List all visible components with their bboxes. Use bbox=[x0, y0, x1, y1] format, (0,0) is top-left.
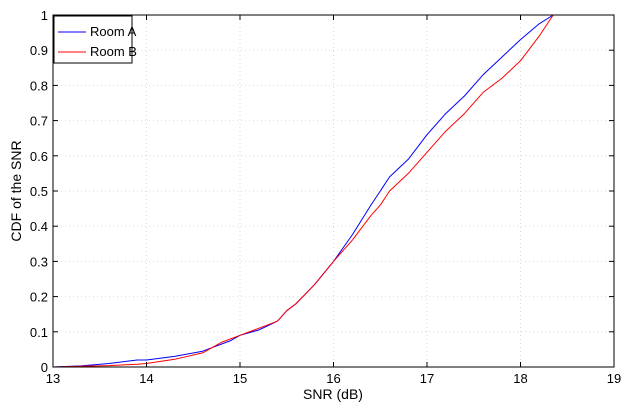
y-tick-label: 0.2 bbox=[30, 290, 48, 305]
x-tick-label: 13 bbox=[46, 371, 60, 386]
y-tick-label: 0.4 bbox=[30, 219, 48, 234]
legend-box bbox=[53, 15, 133, 64]
y-tick-label: 0.7 bbox=[30, 114, 48, 129]
legend-label-room-a: Room A bbox=[90, 24, 137, 39]
x-tick-label: 18 bbox=[513, 371, 527, 386]
x-tick-label: 15 bbox=[233, 371, 247, 386]
x-tick-label: 19 bbox=[607, 371, 621, 386]
series-line-room-b bbox=[52, 14, 554, 368]
y-tick-label: 0.1 bbox=[30, 325, 48, 340]
x-tick-label: 17 bbox=[420, 371, 434, 386]
y-tick-label: 1 bbox=[41, 8, 48, 23]
y-tick-label: 0.8 bbox=[30, 78, 48, 93]
legend-label-room-b: Room B bbox=[90, 44, 137, 59]
y-tick-label: 0.6 bbox=[30, 149, 48, 164]
y-tick-label: 0 bbox=[41, 360, 48, 375]
y-tick-label: 0.3 bbox=[30, 254, 48, 269]
x-axis-label: SNR (dB) bbox=[303, 386, 363, 402]
series-group bbox=[52, 14, 554, 368]
tick-labels-group: 13 14 15 16 17 18 19 0 0.1 0.2 0.3 0.4 0.5 0.6 0.7 0.8 0… bbox=[30, 8, 621, 386]
y-tick-label: 0.9 bbox=[30, 43, 48, 58]
y-axis-label: CDF of the SNR bbox=[8, 140, 24, 241]
x-tick-label: 14 bbox=[139, 371, 153, 386]
legend: Room A Room B bbox=[53, 15, 137, 64]
x-tick-label: 16 bbox=[326, 371, 340, 386]
y-tick-label: 0.5 bbox=[30, 184, 48, 199]
